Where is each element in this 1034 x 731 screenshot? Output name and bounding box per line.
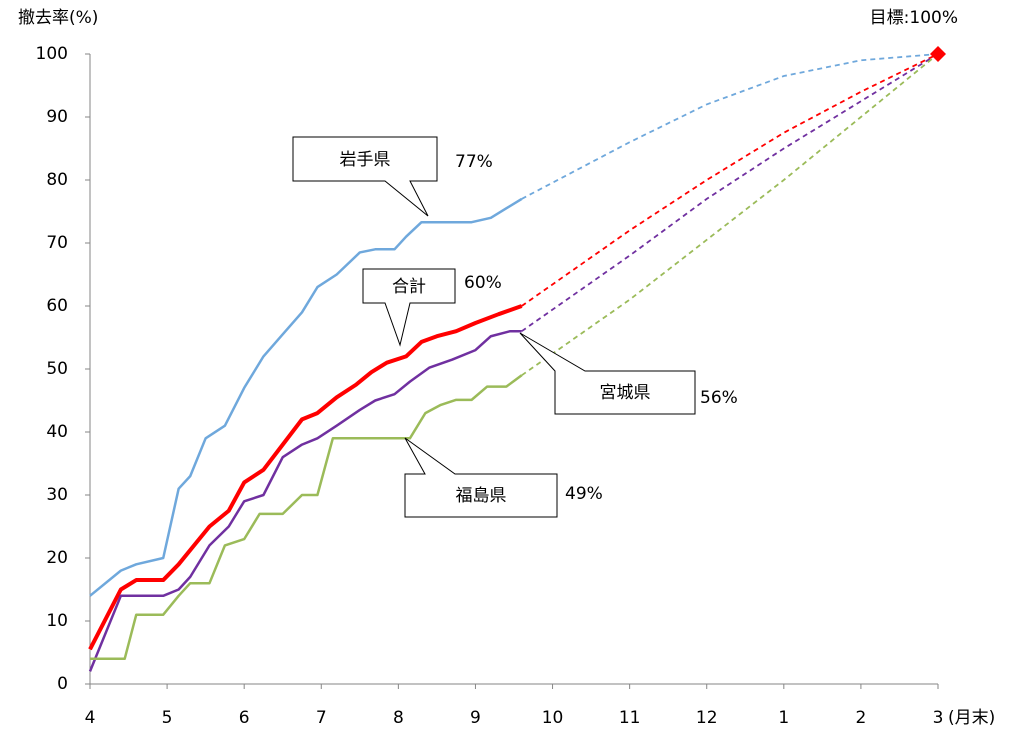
x-tick-label: 6	[239, 708, 250, 728]
x-tick-label: 10	[542, 708, 564, 728]
value-label: 60%	[464, 273, 502, 293]
callout-box	[362, 268, 456, 347]
projection-line	[521, 53, 939, 307]
value-label: 49%	[565, 484, 603, 504]
callout-label: 宮城県	[600, 383, 651, 403]
y-tick-label: 30	[46, 485, 68, 505]
x-tick-label: 2	[855, 708, 866, 728]
y-tick-label: 80	[46, 170, 68, 190]
x-tick-label: 3	[933, 708, 944, 728]
series-line	[90, 374, 523, 661]
x-tick-label: 7	[316, 708, 327, 728]
callout-box	[292, 136, 438, 217]
x-tick-label: 5	[162, 708, 173, 728]
series-line	[89, 197, 523, 597]
value-label: 56%	[700, 388, 738, 408]
value-label: 77%	[455, 152, 493, 172]
y-tick-label: 60	[46, 296, 68, 316]
y-tick-label: 100	[36, 44, 68, 64]
target-label: 目標:100%	[870, 8, 958, 28]
x-tick-label: 1	[778, 708, 789, 728]
y-tick-label: 10	[46, 611, 68, 631]
callout-label: 合計	[392, 277, 426, 297]
y-axis-title: 撤去率(%)	[18, 8, 98, 28]
x-tick-label: 9	[470, 708, 481, 728]
x-axis-unit: (月末)	[948, 708, 995, 728]
y-tick-label: 20	[46, 548, 68, 568]
callout-label: 福島県	[456, 486, 507, 506]
callout-box	[519, 332, 696, 415]
y-tick-label: 70	[46, 233, 68, 253]
series-line	[88, 304, 523, 651]
projection-line	[521, 53, 939, 377]
y-tick-label: 50	[46, 359, 68, 379]
projection-line	[521, 53, 939, 200]
y-tick-label: 90	[46, 107, 68, 127]
callout-box	[404, 437, 558, 518]
target-marker	[930, 46, 946, 62]
series-line	[88, 329, 522, 672]
callout-label: 岩手県	[340, 150, 391, 170]
x-tick-label: 4	[85, 708, 96, 728]
y-tick-label: 0	[57, 674, 68, 694]
x-tick-label: 8	[393, 708, 404, 728]
x-tick-label: 12	[696, 708, 718, 728]
projection-line	[521, 53, 939, 332]
y-tick-label: 40	[46, 422, 68, 442]
x-tick-label: 11	[619, 708, 641, 728]
